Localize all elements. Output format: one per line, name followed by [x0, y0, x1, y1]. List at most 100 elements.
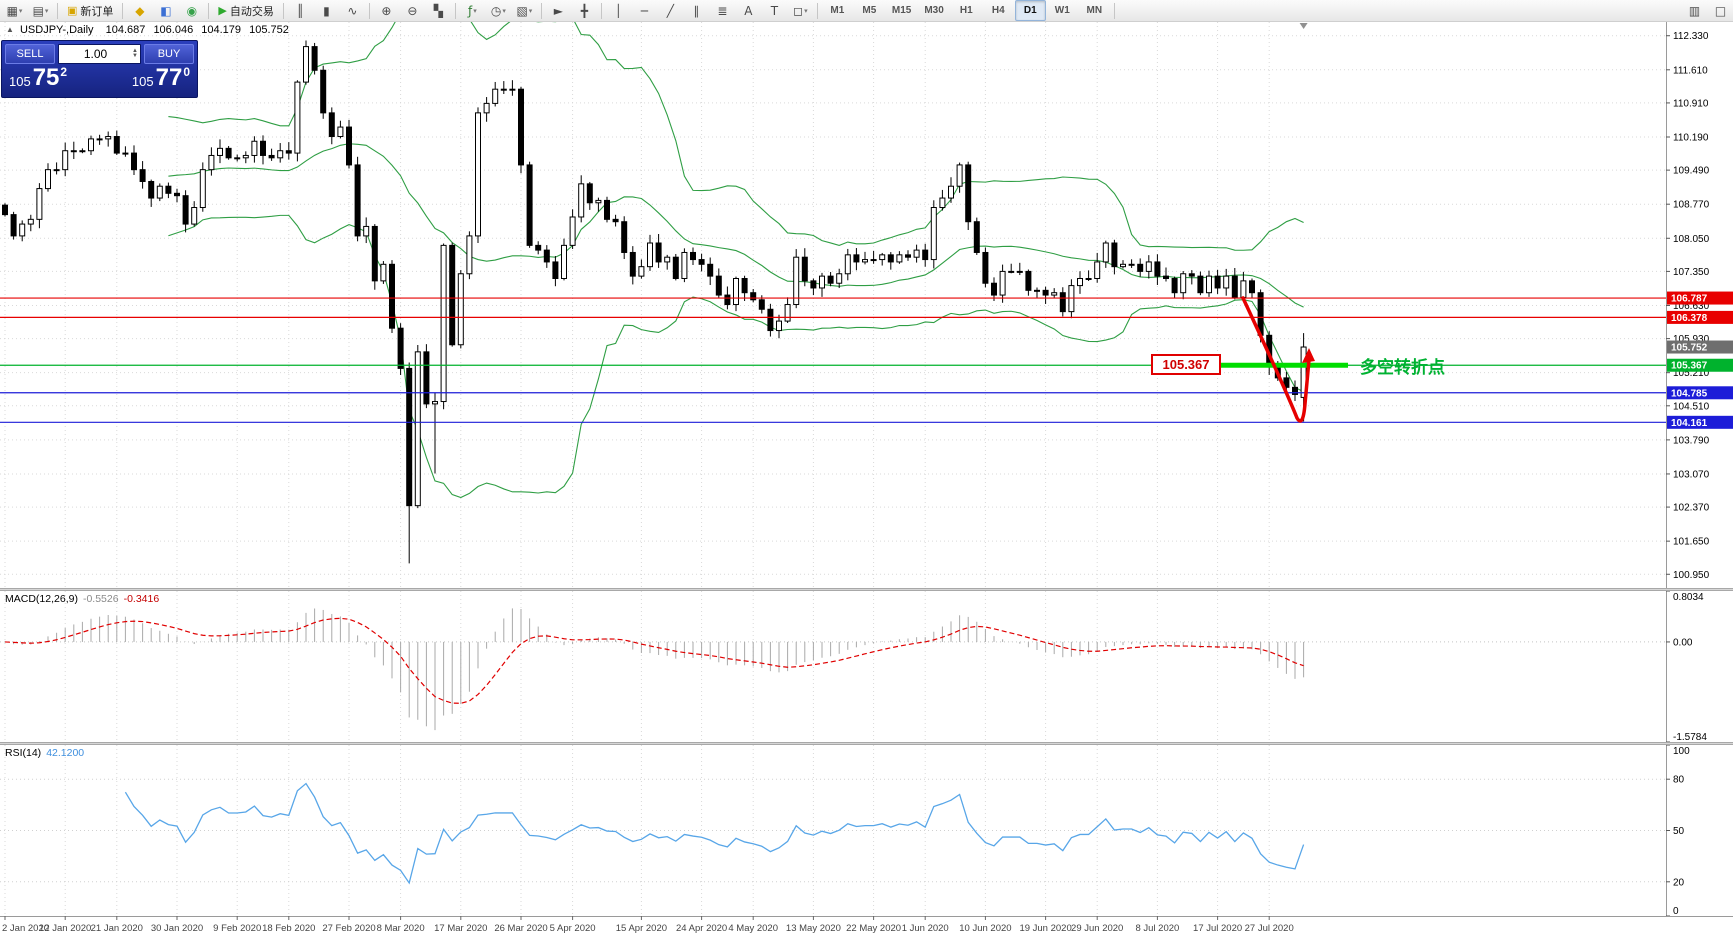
dropdown-arrow-icon[interactable]: ▾ [44, 7, 49, 15]
tf-d1-button[interactable]: D1 [1014, 0, 1046, 21]
cursor-button[interactable]: ► [546, 0, 571, 21]
new-order-button[interactable]: ▣ 新订单 [62, 0, 118, 21]
macd-pane[interactable] [0, 591, 1666, 742]
zoom-out-button[interactable]: ⊖ [400, 0, 425, 21]
text-button[interactable]: A [736, 0, 761, 21]
tf-m5-button[interactable]: M5 [854, 0, 885, 21]
shift-marker-icon[interactable] [1299, 23, 1308, 29]
chart-window[interactable]: 112.330 111.610 110.910 110.190 109.490 108.7… [0, 22, 1733, 945]
one-click-collapse-icon[interactable]: ▲ [6, 25, 14, 34]
rsi-pane[interactable] [0, 745, 1666, 916]
svg-text:-1.5784: -1.5784 [1673, 732, 1707, 743]
svg-text:105.930: 105.930 [1673, 334, 1710, 345]
svg-text:110.190: 110.190 [1673, 132, 1709, 143]
profiles-button[interactable]: ▤ ▾ [28, 0, 53, 21]
svg-text:111.610: 111.610 [1673, 65, 1708, 76]
sell-button[interactable]: SELL [5, 44, 55, 64]
svg-text:102.370: 102.370 [1673, 503, 1710, 514]
toolbar-separator [57, 2, 58, 19]
fullscreen-icon: □ [1714, 3, 1727, 18]
svg-text:18 Feb 2020: 18 Feb 2020 [262, 923, 315, 934]
label-button[interactable]: T [762, 0, 787, 21]
quote-line: ▲ USDJPY-,Daily 104.687 106.046 104.179 … [6, 24, 294, 36]
svg-text:21 Jan 2020: 21 Jan 2020 [91, 923, 143, 934]
candlestick-series [2, 40, 1307, 564]
price-level-callout[interactable]: 105.367 [1151, 354, 1221, 375]
candles-style-button[interactable]: ▮ [314, 0, 339, 21]
tf-w1-button[interactable]: W1 [1047, 0, 1078, 21]
fibonacci-button[interactable]: ≣ [710, 0, 735, 21]
tf-h1-button[interactable]: H1 [951, 0, 982, 21]
spinner-up-icon[interactable]: ▲ [132, 48, 138, 54]
toolbar-separator [816, 2, 818, 19]
cursor-icon: ► [553, 3, 563, 18]
line-style-icon: ∿ [347, 3, 358, 18]
tf-m15-button-label: M15 [891, 5, 912, 16]
tf-mn-button[interactable]: MN [1079, 0, 1110, 21]
templates-button[interactable]: ▧ ▾ [512, 0, 537, 21]
chart-shift-button[interactable]: ▥ [1682, 0, 1707, 21]
thick-green-segment[interactable] [1218, 362, 1348, 368]
svg-text:103.790: 103.790 [1673, 435, 1710, 446]
crosshair-button[interactable]: ╋ [572, 0, 597, 21]
dropdown-arrow-icon[interactable]: ▾ [502, 7, 506, 15]
trendline-button[interactable]: ╱ [658, 0, 683, 21]
svg-text:104.510: 104.510 [1673, 401, 1710, 412]
macd-main-value: -0.5526 [82, 593, 119, 605]
spinner-down-icon[interactable]: ▼ [132, 53, 138, 59]
dropdown-arrow-icon[interactable]: ▾ [528, 7, 533, 15]
navigator-button[interactable]: ◉ [179, 0, 204, 21]
tf-m1-button[interactable]: M1 [822, 0, 853, 21]
sell-price[interactable]: 105 75 2 [2, 66, 74, 90]
tile-windows-button[interactable]: ▚ [426, 0, 451, 21]
svg-text:20: 20 [1673, 877, 1685, 888]
price-level-flag [1667, 386, 1733, 400]
toolbar-separator [454, 2, 456, 19]
arrows-button[interactable]: ◻ ▾ [788, 0, 813, 21]
annotation-text[interactable]: 多空转折点 [1360, 358, 1445, 377]
buy-button[interactable]: BUY [144, 44, 194, 64]
market-watch-button[interactable]: ◆ [127, 0, 152, 21]
dropdown-arrow-icon[interactable]: ▾ [804, 7, 808, 15]
templates-icon: ▧ [516, 3, 528, 18]
symbol-period-label: USDJPY-,Daily [19, 24, 94, 36]
bars-style-button[interactable]: ║ [288, 0, 313, 21]
equidistant-channel-button[interactable]: ∥ [684, 0, 709, 21]
fullscreen-button[interactable]: □ [1708, 0, 1733, 21]
new-chart-button[interactable]: ▦ ▾ [2, 0, 27, 21]
pane-separators[interactable] [0, 588, 1733, 745]
main-price-pane[interactable] [0, 22, 1666, 588]
vertical-line-button[interactable]: │ [606, 0, 631, 21]
tf-m15-button[interactable]: M15 [886, 0, 917, 21]
vertical-line-icon: │ [614, 3, 622, 18]
tf-h1-button-label: H1 [959, 5, 973, 16]
toolbar-separator [208, 2, 210, 19]
data-window-button[interactable]: ◧ [153, 0, 178, 21]
volume-spinner[interactable]: ▲ ▼ [132, 48, 140, 59]
periods-button[interactable]: ◷ ▾ [486, 0, 511, 21]
text-icon: A [744, 3, 753, 18]
tf-m30-button-label: M30 [924, 5, 944, 16]
tf-m30-button[interactable]: M30 [918, 0, 949, 21]
volume-value[interactable]: 1.00 [83, 47, 108, 61]
dropdown-arrow-icon[interactable]: ▾ [18, 7, 23, 15]
red-arrow-annotation[interactable] [1241, 296, 1315, 423]
price-axis[interactable]: 112.330 111.610 110.910 110.190 109.490 108.7… [1666, 22, 1733, 917]
svg-text:17 Mar 2020: 17 Mar 2020 [434, 923, 487, 934]
tf-h4-button[interactable]: H4 [983, 0, 1014, 21]
zoom-in-button[interactable]: ⊕ [374, 0, 399, 21]
buy-price[interactable]: 105 77 0 [125, 66, 197, 90]
horizontal-level-lines[interactable] [0, 297, 1666, 423]
svg-text:0: 0 [1673, 906, 1679, 917]
rsi-line [124, 782, 1305, 885]
line-style-button[interactable]: ∿ [340, 0, 365, 21]
indicators-button[interactable]: ƒ ▾ [460, 0, 485, 21]
autotrading-button[interactable]: ▶ 自动交易 [213, 0, 278, 21]
equidistant-channel-icon: ∥ [693, 3, 700, 18]
dropdown-arrow-icon[interactable]: ▾ [473, 7, 477, 15]
chart-canvas[interactable]: 112.330 111.610 110.910 110.190 109.490 108.7… [0, 22, 1733, 945]
horizontal-line-button[interactable]: ─ [632, 0, 657, 21]
volume-input[interactable]: 1.00 ▲ ▼ [58, 44, 141, 64]
toolbar-separator [540, 2, 542, 19]
